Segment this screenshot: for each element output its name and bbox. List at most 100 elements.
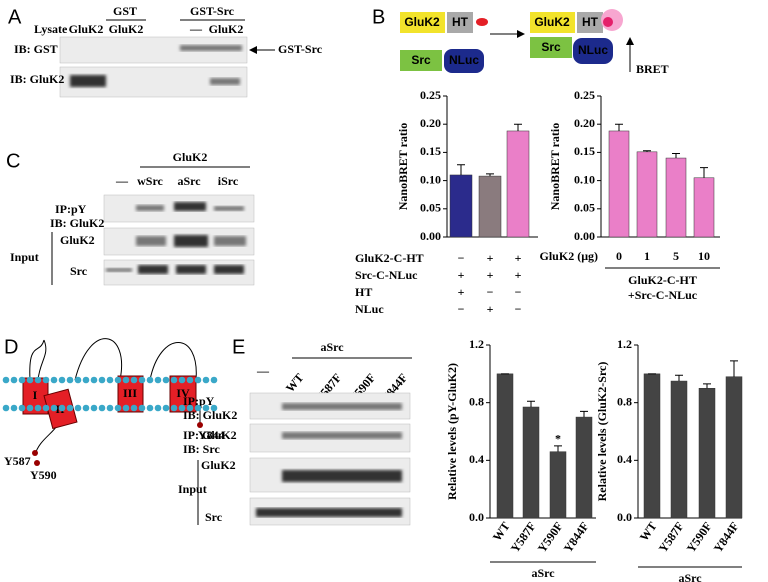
box-label: Src (411, 53, 431, 67)
band (282, 403, 402, 410)
helix (117, 375, 144, 413)
band (256, 508, 402, 517)
lipid (202, 376, 210, 384)
group-label: aSrc (678, 571, 702, 582)
band (136, 205, 164, 211)
x-tick-label: Y844F (711, 519, 742, 555)
bar (496, 373, 514, 519)
bar (549, 451, 567, 519)
lane-label: GluK2 (109, 22, 144, 36)
row-label: GluK2 (201, 458, 236, 472)
bar (449, 174, 473, 238)
lipid (138, 376, 146, 384)
site-label: Y844 (198, 428, 225, 442)
lane-label: — (115, 174, 129, 188)
x-tick-label: Y844F (561, 519, 592, 555)
row-label: IP: GluK2 (183, 428, 237, 442)
x-tick-label: 1 (644, 249, 650, 263)
lipid (18, 376, 26, 384)
row-label: Src (70, 264, 88, 278)
error-bar (554, 445, 562, 452)
helix-label: III (123, 386, 137, 400)
table-cell: − (515, 285, 522, 299)
bar (575, 416, 593, 519)
box-label: Src (541, 40, 561, 54)
src-box (400, 50, 442, 71)
lipid (202, 404, 210, 412)
gluk2-box (530, 12, 575, 33)
error-bar (672, 153, 680, 159)
box-label: NLuc (578, 43, 608, 57)
y-tick-label: 0.10 (574, 172, 595, 186)
lipid (74, 376, 82, 384)
lipid (58, 404, 66, 412)
band (136, 236, 166, 246)
lipid (178, 404, 186, 412)
band (174, 235, 208, 247)
x-tick-label: 5 (673, 249, 679, 263)
row-label: Src-C-NLuc (355, 268, 418, 282)
lipid (2, 376, 10, 384)
y-tick-label: 0.25 (574, 88, 595, 102)
bar (608, 130, 630, 238)
lipid (114, 404, 122, 412)
site (34, 460, 40, 466)
lipid (186, 404, 194, 412)
row-label: Src (205, 510, 223, 524)
bar (636, 151, 658, 238)
table-cell: + (487, 302, 494, 316)
y-tick-label: 1.2 (617, 337, 632, 351)
table-cell: + (487, 268, 494, 282)
lipid (66, 376, 74, 384)
row-label: GluK2-C-HT (355, 251, 424, 265)
lipid (98, 404, 106, 412)
ht-box (577, 12, 603, 33)
lipid (42, 404, 50, 412)
site (197, 422, 203, 428)
table-cell: − (458, 302, 465, 316)
lane-label: — (256, 364, 270, 378)
row-label: IB: GluK2 (183, 408, 237, 422)
bar (522, 406, 540, 519)
x-tick-label: WT (490, 519, 513, 543)
band (214, 206, 244, 211)
table-cell: + (515, 268, 522, 282)
y-tick-label: 0.25 (420, 88, 441, 102)
y-tick-label: 0.20 (420, 116, 441, 130)
y-tick-label: 0.8 (469, 394, 484, 408)
bar (670, 380, 688, 519)
lipid (42, 376, 50, 384)
y-axis-label: Relative levels (GluK2-Src) (595, 362, 609, 502)
lipid (122, 376, 130, 384)
box-label: HT (452, 15, 469, 29)
box-label: NLuc (449, 53, 479, 67)
panel-e: aSrc — WT Y587F Y590F Y844F IP:pY IB: Gl… (178, 340, 412, 526)
lipid (50, 404, 58, 412)
bar (725, 376, 743, 519)
lipid (58, 376, 66, 384)
lipid (130, 404, 138, 412)
y-tick-label: 0.4 (469, 452, 484, 466)
bar (506, 130, 530, 238)
table-cell: − (515, 302, 522, 316)
band (176, 265, 206, 274)
table-cell: + (458, 268, 465, 282)
row-label: IP:pY (55, 202, 87, 216)
y-tick-label: 0.05 (420, 201, 441, 215)
lipid (90, 404, 98, 412)
y-tick-label: 0.0 (469, 510, 484, 524)
lipid (26, 376, 34, 384)
lipid (106, 376, 114, 384)
nluc-box (444, 49, 484, 73)
lipid (146, 376, 154, 384)
y-tick-label: 0.00 (420, 229, 441, 243)
lipid (194, 376, 202, 384)
lipid (82, 376, 90, 384)
x-axis-label: GluK2 (μg) (540, 249, 598, 263)
lipid (90, 376, 98, 384)
box-label: GluK2 (404, 15, 440, 29)
lipid (10, 376, 18, 384)
lipid (194, 404, 202, 412)
header: GST-Src (190, 4, 235, 18)
y-tick-label: 0.20 (574, 116, 595, 130)
